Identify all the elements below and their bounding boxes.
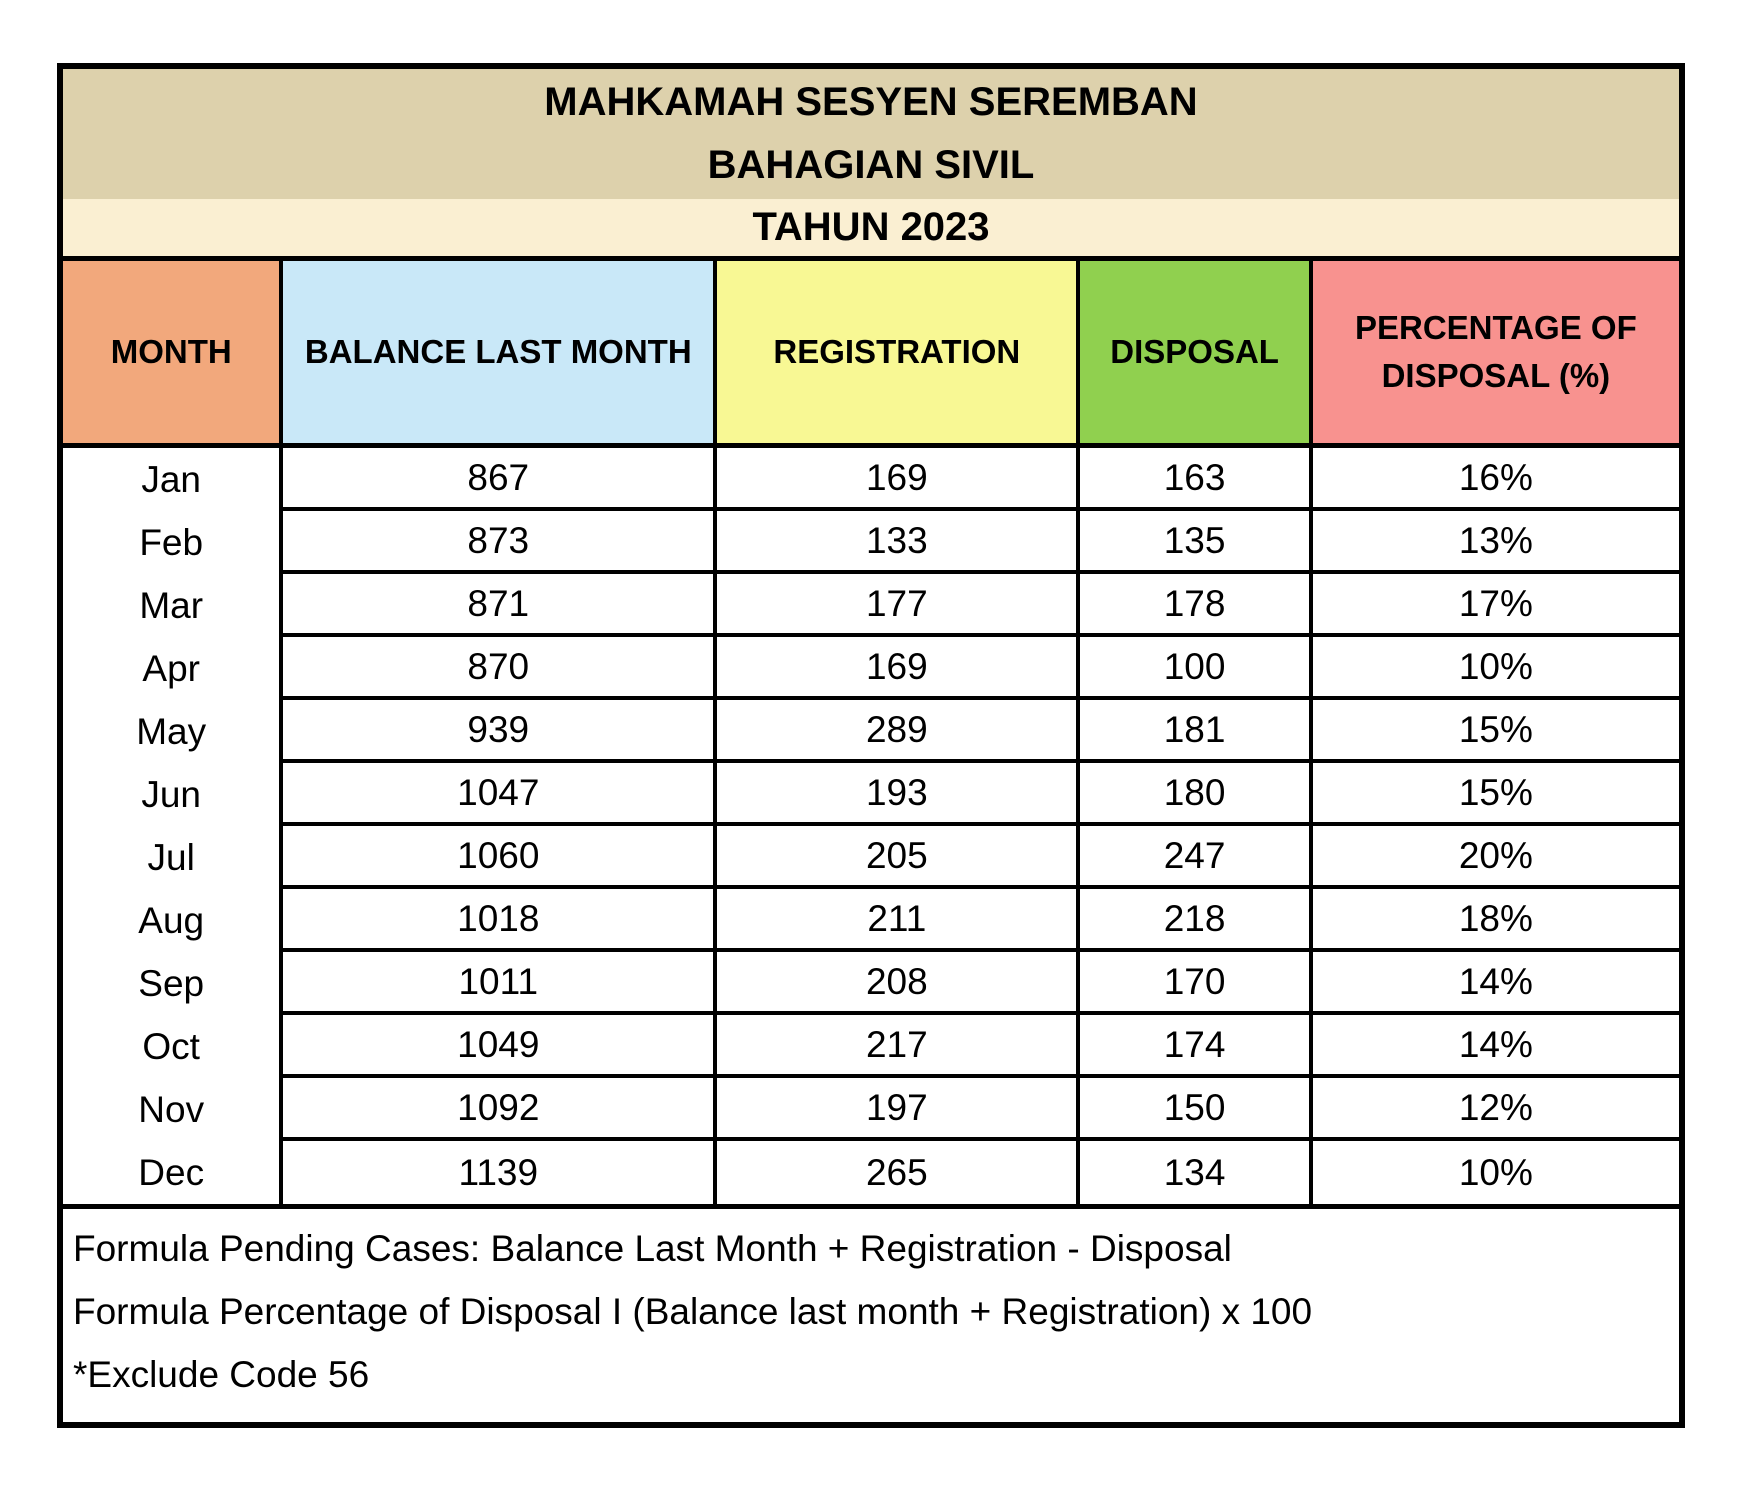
disposal-cell: 135 — [1076, 511, 1309, 574]
month-cell: Jun — [63, 763, 280, 826]
registration-cell: 177 — [713, 574, 1077, 637]
registration-cell: 205 — [713, 826, 1077, 889]
disposal-cell: 181 — [1076, 700, 1309, 763]
balance-cell: 1139 — [279, 1141, 714, 1204]
registration-cell: 193 — [713, 763, 1077, 826]
percentage-cell: 14% — [1308, 952, 1679, 1015]
registration-cell: 169 — [713, 448, 1077, 511]
formula-footer: Formula Pending Cases: Balance Last Mont… — [63, 1204, 1679, 1422]
year-row: TAHUN 2023 — [63, 199, 1679, 261]
disposal-cell: 174 — [1076, 1015, 1309, 1078]
title-line-1: MAHKAMAH SESYEN SEREMBAN — [544, 80, 1198, 124]
balance-cell: 871 — [279, 574, 714, 637]
month-cell: Mar — [63, 574, 280, 637]
balance-cell: 1060 — [279, 826, 714, 889]
percentage-cell: 10% — [1308, 637, 1679, 700]
balance-cell: 1047 — [279, 763, 714, 826]
registration-cell: 265 — [713, 1141, 1077, 1204]
registration-cell: 169 — [713, 637, 1077, 700]
disposal-cell: 247 — [1076, 826, 1309, 889]
balance-cell: 870 — [279, 637, 714, 700]
column-header-month: MONTH — [63, 261, 280, 443]
month-cell: Nov — [63, 1078, 280, 1141]
formula-percentage-disposal: Formula Percentage of Disposal I (Balanc… — [73, 1291, 1313, 1332]
percentage-cell: 15% — [1308, 763, 1679, 826]
month-cell: Apr — [63, 637, 280, 700]
column-header-balance: BALANCE LAST MONTH — [279, 261, 714, 443]
percentage-cell: 16% — [1308, 448, 1679, 511]
disposal-cell: 180 — [1076, 763, 1309, 826]
month-cell: Feb — [63, 511, 280, 574]
balance-cell: 1092 — [279, 1078, 714, 1141]
percentage-cell: 20% — [1308, 826, 1679, 889]
month-cell: Aug — [63, 889, 280, 952]
disposal-cell: 178 — [1076, 574, 1309, 637]
percentage-cell: 12% — [1308, 1078, 1679, 1141]
registration-cell: 208 — [713, 952, 1077, 1015]
column-header-row: MONTH BALANCE LAST MONTH REGISTRATION DI… — [63, 261, 1679, 448]
balance-cell: 1018 — [279, 889, 714, 952]
percentage-cell: 14% — [1308, 1015, 1679, 1078]
disposal-cell: 134 — [1076, 1141, 1309, 1204]
balance-cell: 873 — [279, 511, 714, 574]
month-cell: Jan — [63, 448, 280, 511]
formula-pending-cases: Formula Pending Cases: Balance Last Mont… — [73, 1228, 1232, 1269]
month-cell: Oct — [63, 1015, 280, 1078]
percentage-cell: 18% — [1308, 889, 1679, 952]
data-grid: Jan 867 169 163 16% Feb 873 133 135 13% … — [63, 448, 1679, 1204]
percentage-cell: 15% — [1308, 700, 1679, 763]
month-cell: Sep — [63, 952, 280, 1015]
balance-cell: 939 — [279, 700, 714, 763]
percentage-cell: 17% — [1308, 574, 1679, 637]
balance-cell: 867 — [279, 448, 714, 511]
disposal-cell: 218 — [1076, 889, 1309, 952]
disposal-cell: 150 — [1076, 1078, 1309, 1141]
registration-cell: 197 — [713, 1078, 1077, 1141]
disposal-cell: 100 — [1076, 637, 1309, 700]
exclude-code-note: *Exclude Code 56 — [73, 1354, 370, 1395]
column-header-percentage: PERCENTAGE OF DISPOSAL (%) — [1308, 261, 1679, 443]
report-table: MAHKAMAH SESYEN SEREMBAN BAHAGIAN SIVIL … — [57, 63, 1685, 1428]
month-cell: Jul — [63, 826, 280, 889]
registration-cell: 217 — [713, 1015, 1077, 1078]
disposal-cell: 163 — [1076, 448, 1309, 511]
percentage-cell: 13% — [1308, 511, 1679, 574]
title-line-2: BAHAGIAN SIVIL — [707, 143, 1035, 187]
title-block: MAHKAMAH SESYEN SEREMBAN BAHAGIAN SIVIL — [63, 69, 1679, 199]
balance-cell: 1011 — [279, 952, 714, 1015]
registration-cell: 133 — [713, 511, 1077, 574]
registration-cell: 211 — [713, 889, 1077, 952]
balance-cell: 1049 — [279, 1015, 714, 1078]
percentage-cell: 10% — [1308, 1141, 1679, 1204]
column-header-registration: REGISTRATION — [713, 261, 1077, 443]
month-cell: May — [63, 700, 280, 763]
month-cell: Dec — [63, 1141, 280, 1204]
column-header-disposal: DISPOSAL — [1076, 261, 1309, 443]
registration-cell: 289 — [713, 700, 1077, 763]
disposal-cell: 170 — [1076, 952, 1309, 1015]
